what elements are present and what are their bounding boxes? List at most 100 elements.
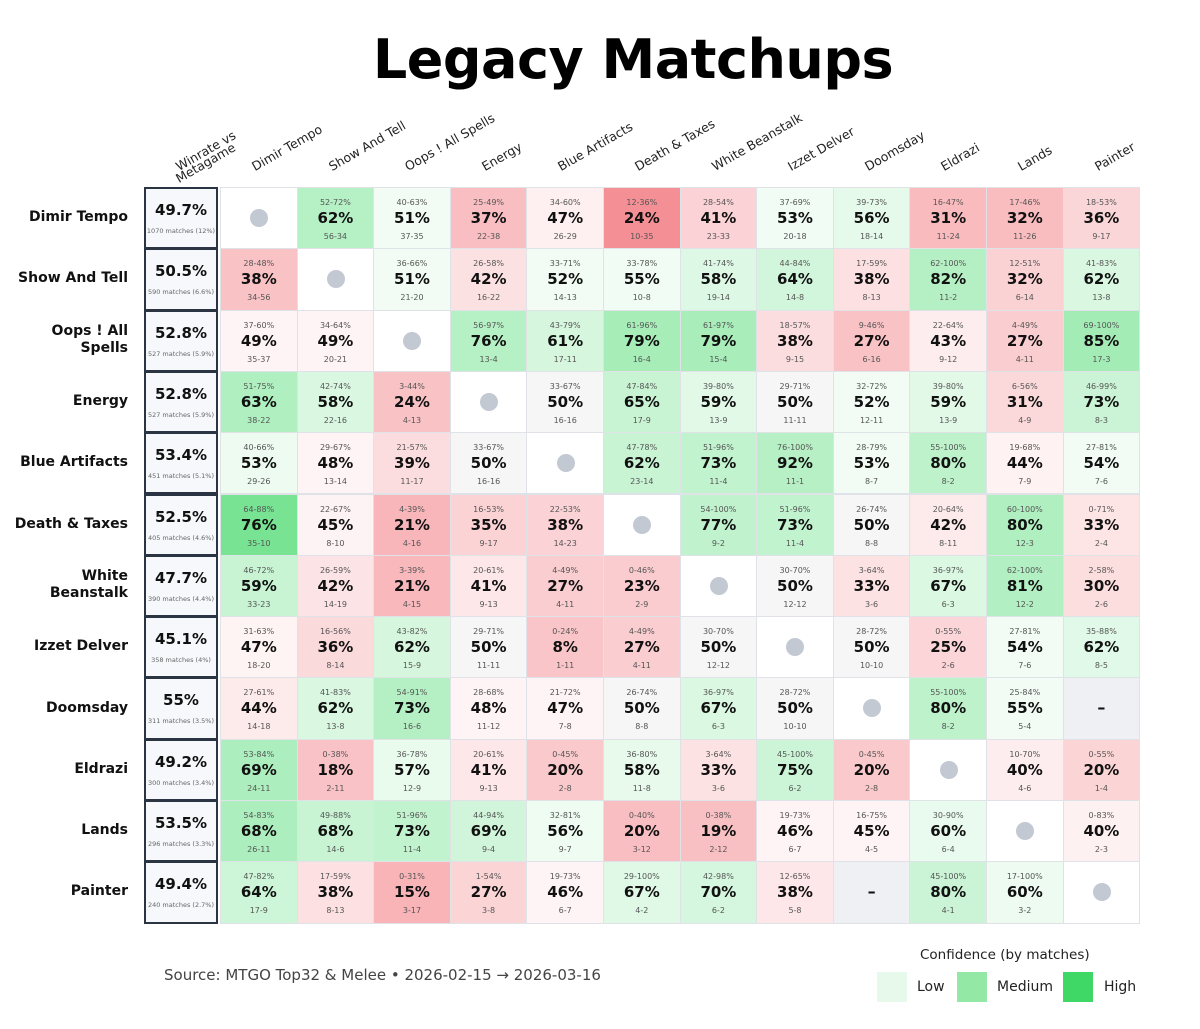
legend-swatch-low xyxy=(877,972,907,1002)
match-record: 9-7 xyxy=(558,845,572,854)
mirror-dot xyxy=(250,209,269,227)
match-record: 10-10 xyxy=(783,722,807,732)
match-record: 16-16 xyxy=(553,415,577,425)
matchup-winrate: 41% xyxy=(470,760,507,779)
confidence-interval: 51-96% xyxy=(779,504,811,514)
matchup-winrate: 33% xyxy=(700,760,737,779)
matchup-winrate: 82% xyxy=(930,270,967,289)
confidence-interval: 34-60% xyxy=(549,198,581,207)
match-record: 23-33 xyxy=(706,232,731,241)
matchup-cell xyxy=(526,432,604,495)
confidence-interval: 36-97% xyxy=(932,565,964,575)
matchup-cell: 27-61% 44% 14-18 xyxy=(220,677,298,740)
confidence-interval: 28-48% xyxy=(243,259,275,269)
matchup-winrate: 62% xyxy=(394,638,430,657)
match-record: 9-17 xyxy=(479,538,498,548)
winrate-cell: 52.5% 405 matches (4.6%) xyxy=(144,493,218,556)
match-record: 6-2 xyxy=(711,906,725,916)
winrate-cell: 52.8% 527 matches (5.9%) xyxy=(144,370,218,434)
confidence-interval: 39-80% xyxy=(702,381,734,391)
confidence-interval: 39-80% xyxy=(932,381,964,391)
match-record: 17-3 xyxy=(1092,354,1111,364)
matchup-cell: 41-83% 62% 13-8 xyxy=(296,677,375,740)
col-header-show-and-tell: Show And Tell xyxy=(325,117,408,174)
matchup-cell: 45-100% 75% 6-2 xyxy=(756,738,834,801)
match-record: 8-13 xyxy=(862,293,881,303)
winrate-value: 47.7% xyxy=(154,568,208,587)
confidence-interval: 33-67% xyxy=(473,443,505,453)
confidence-interval: 27-61% xyxy=(243,688,275,698)
matchup-winrate: 64% xyxy=(240,883,277,902)
matchup-winrate: 45% xyxy=(853,822,890,840)
matchup-winrate: 50% xyxy=(777,699,813,718)
matchup-cell: 35-88% 62% 8-5 xyxy=(1062,616,1141,679)
confidence-interval: 64-88% xyxy=(243,504,275,514)
row-label-white-beanstalk: White Beanstalk xyxy=(49,568,128,602)
matchup-winrate: 50% xyxy=(777,392,813,411)
confidence-interval: 61-97% xyxy=(702,320,734,330)
winrate-matches: 590 matches (6.6%) xyxy=(147,288,215,297)
confidence-interval: 43-82% xyxy=(396,627,428,637)
matchup-cell: 36-80% 58% 11-8 xyxy=(603,738,681,801)
match-record: 12-9 xyxy=(402,783,422,793)
matchup-winrate: 48% xyxy=(470,699,507,718)
match-record: 8-2 xyxy=(941,722,955,732)
match-record: 12-11 xyxy=(859,415,884,425)
matchup-winrate: 68% xyxy=(317,822,354,840)
matchup-cell: 6-56% 31% 4-9 xyxy=(986,370,1064,434)
match-record: 7-6 xyxy=(1094,477,1108,487)
matchup-cell xyxy=(679,554,758,618)
confidence-interval: 3-64% xyxy=(705,749,732,759)
matchup-winrate: 67% xyxy=(623,883,660,902)
matchup-winrate: 47% xyxy=(547,209,584,227)
row-label-blue-artifacts: Blue Artifacts xyxy=(20,454,128,471)
matchup-winrate: 41% xyxy=(470,576,507,595)
match-record: 10-35 xyxy=(630,232,654,241)
matchup-winrate: 32% xyxy=(1006,270,1043,289)
confidence-interval: 53-84% xyxy=(243,749,275,759)
match-record: 17-11 xyxy=(553,354,577,364)
match-record: 13-9 xyxy=(939,415,958,425)
matchup-cell: 33-67% 50% 16-16 xyxy=(526,370,604,434)
matchup-winrate: 32% xyxy=(1006,209,1043,227)
match-record: 11-12 xyxy=(476,722,501,732)
matchup-cell xyxy=(220,187,298,250)
match-record: 22-38 xyxy=(476,232,501,241)
confidence-interval: 3-44% xyxy=(399,381,425,391)
col-header-painter: Painter xyxy=(1091,138,1137,174)
match-record: 14-18 xyxy=(247,722,271,732)
matchup-cell: 18-53% 36% 9-17 xyxy=(1062,187,1141,250)
row-label-dimir-tempo: Dimir Tempo xyxy=(29,209,128,226)
confidence-interval: 0-31% xyxy=(399,872,425,882)
winrate-cell: 53.4% 451 matches (5.1%) xyxy=(144,432,218,495)
match-record: 1-11 xyxy=(556,661,575,671)
matchup-winrate: 73% xyxy=(394,699,430,718)
confidence-interval: 62-100% xyxy=(930,259,967,269)
matchup-cell: 37-69% 53% 20-18 xyxy=(756,187,834,250)
confidence-interval: 32-81% xyxy=(549,811,581,820)
matchup-winrate: 62% xyxy=(623,454,660,473)
match-record: 6-3 xyxy=(711,722,725,732)
match-record: 4-9 xyxy=(1018,415,1032,425)
matchup-cell: 62-100% 81% 12-2 xyxy=(986,554,1064,618)
confidence-interval: 45-100% xyxy=(930,872,967,882)
matchup-cell: 31-63% 47% 18-20 xyxy=(220,616,298,679)
matchup-cell: 28-72% 50% 10-10 xyxy=(756,677,834,740)
mirror-dot xyxy=(863,699,882,718)
winrate-value: 53.5% xyxy=(154,814,208,832)
match-record: 15-9 xyxy=(402,661,422,671)
matchup-winrate: 58% xyxy=(700,270,737,289)
match-record: 11-8 xyxy=(632,783,651,793)
row-label-izzet-delver: Izzet Delver xyxy=(33,638,128,655)
winrate-matches: 240 matches (2.7%) xyxy=(147,901,215,910)
match-record: 10-8 xyxy=(632,293,651,303)
match-record: 21-20 xyxy=(400,293,424,303)
matchup-cell: 28-79% 53% 8-7 xyxy=(832,432,911,495)
match-record: 6-14 xyxy=(1015,293,1034,303)
matchup-winrate: 35% xyxy=(470,515,507,534)
matchup-winrate: 31% xyxy=(930,209,967,227)
matchup-winrate: 20% xyxy=(853,760,890,779)
match-record: 9-13 xyxy=(479,783,498,793)
match-record: 8-7 xyxy=(865,477,879,487)
confidence-interval: 45-100% xyxy=(777,749,813,759)
